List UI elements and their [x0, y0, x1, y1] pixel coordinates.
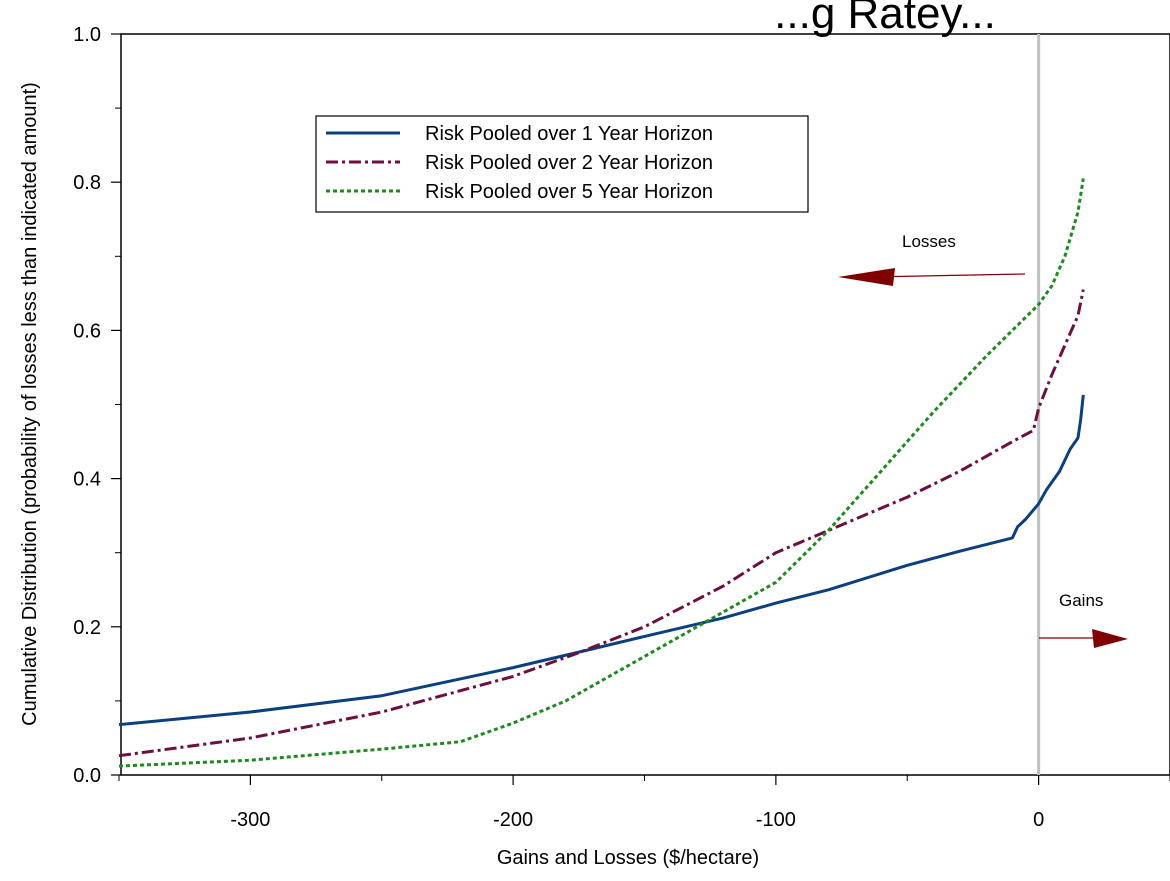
chart-title: ...g Ratey...: [774, 0, 996, 38]
series-5yr-line: [118, 178, 1085, 768]
losses-arrow-head: [838, 268, 895, 286]
series-lines: [118, 178, 1085, 768]
legend-label-2yr: Risk Pooled over 2 Year Horizon: [425, 152, 713, 174]
series-2yr-line: [118, 289, 1085, 758]
y-tick-label: 0.8: [73, 172, 101, 194]
legend-label-5yr: Risk Pooled over 5 Year Horizon: [425, 181, 713, 203]
x-tick-label: 0: [1033, 809, 1044, 831]
x-tick-label: -300: [230, 809, 270, 831]
y-tick-label: 0.6: [73, 320, 101, 342]
legend: Risk Pooled over 1 Year Horizon Risk Poo…: [315, 115, 809, 213]
legend-label-1yr: Risk Pooled over 1 Year Horizon: [425, 123, 713, 145]
series-1yr-line: [118, 394, 1085, 727]
y-axis: 0.0 0.2 0.4 0.6 0.8 1.0: [73, 24, 121, 787]
gains-label: Gains: [1059, 591, 1103, 610]
x-tick-label: -100: [756, 809, 796, 831]
losses-arrow-shaft: [869, 273, 1026, 278]
y-tick-label: 0.2: [73, 617, 101, 639]
y-tick-label: 1.0: [73, 24, 101, 46]
y-tick-label: 0.4: [73, 469, 101, 491]
x-tick-label: -200: [493, 809, 533, 831]
gains-arrow-head: [1092, 629, 1128, 648]
losses-annotation: Losses: [838, 232, 1026, 286]
y-tick-label: 0.0: [73, 765, 101, 787]
x-axis: -300 -200 -100 0: [118, 775, 1170, 831]
x-axis-label: Gains and Losses ($/hectare): [497, 847, 759, 869]
y-axis-label: Cumulative Distribution (probability of …: [19, 82, 41, 726]
losses-label: Losses: [902, 232, 956, 251]
gains-annotation: Gains: [1039, 591, 1128, 648]
